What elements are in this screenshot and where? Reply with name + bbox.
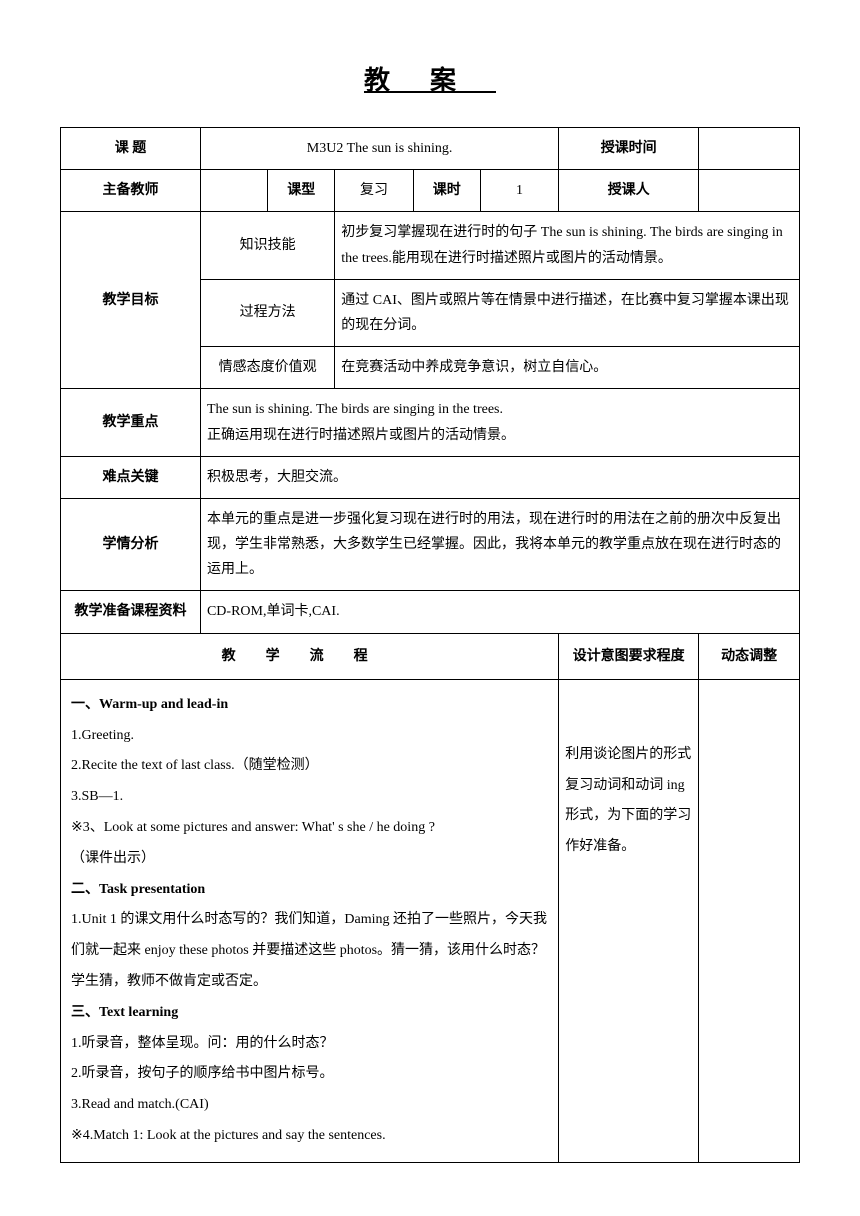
text-line-3: 3.Read and match.(CAI) [71, 1090, 548, 1121]
topic-value: M3U2 The sun is shining. [200, 128, 558, 170]
topic-label: 课 题 [61, 128, 201, 170]
text-title: 三、Text learning [71, 998, 548, 1029]
warmup-line-5: （课件出示） [71, 844, 548, 875]
warmup-line-3: 3.SB—1. [71, 782, 548, 813]
preparation-label: 教学准备课程资料 [61, 591, 201, 633]
analysis-content: 本单元的重点是进一步强化复习现在进行时的用法，现在进行时的用法在之前的册次中反复… [200, 498, 799, 591]
class-type-label: 课型 [268, 170, 335, 212]
page-title: 教案 [60, 60, 800, 97]
instructor-value [699, 170, 800, 212]
warmup-line-1: 1.Greeting. [71, 721, 548, 752]
flow-header-row: 教学流程 设计意图要求程度 动态调整 [61, 633, 800, 679]
design-label: 设计意图要求程度 [559, 633, 699, 679]
key-points-label: 教学重点 [61, 389, 201, 456]
difficulties-row: 难点关键 积极思考，大胆交流。 [61, 456, 800, 498]
teach-time-value [699, 128, 800, 170]
attitude-content: 在竞赛活动中养成竞争意识，树立自信心。 [335, 347, 800, 389]
class-type-value: 复习 [335, 170, 413, 212]
process-label: 过程方法 [200, 279, 334, 346]
task-title: 二、Task presentation [71, 875, 548, 906]
text-line-1: 1.听录音，整体呈现。问：用的什么时态？ [71, 1029, 548, 1060]
flow-content: 一、Warm-up and lead-in 1.Greeting. 2.Reci… [61, 679, 559, 1162]
text-line-2: 2.听录音，按句子的顺序给书中图片标号。 [71, 1059, 548, 1090]
flow-content-row: 一、Warm-up and lead-in 1.Greeting. 2.Reci… [61, 679, 800, 1162]
analysis-row: 学情分析 本单元的重点是进一步强化复习现在进行时的用法，现在进行时的用法在之前的… [61, 498, 800, 591]
period-label: 课时 [413, 170, 480, 212]
lesson-plan-table: 课 题 M3U2 The sun is shining. 授课时间 主备教师 课… [60, 127, 800, 1163]
flow-header: 教学流程 [61, 633, 559, 679]
difficulties-content: 积极思考，大胆交流。 [200, 456, 799, 498]
teach-time-label: 授课时间 [559, 128, 699, 170]
warmup-title: 一、Warm-up and lead-in [71, 690, 548, 721]
difficulties-label: 难点关键 [61, 456, 201, 498]
period-value: 1 [480, 170, 558, 212]
objectives-knowledge-row: 教学目标 知识技能 初步复习掌握现在进行时的句子 The sun is shin… [61, 212, 800, 279]
design-content: 利用谈论图片的形式复习动词和动词 ing 形式，为下面的学习作好准备。 [559, 679, 699, 1162]
preparation-content: CD-ROM,单词卡,CAI. [200, 591, 799, 633]
instructor-label: 授课人 [559, 170, 699, 212]
knowledge-label: 知识技能 [200, 212, 334, 279]
analysis-label: 学情分析 [61, 498, 201, 591]
warmup-line-4: ※3、Look at some pictures and answer: Wha… [71, 813, 548, 844]
knowledge-content: 初步复习掌握现在进行时的句子 The sun is shining. The b… [335, 212, 800, 279]
header-row-1: 课 题 M3U2 The sun is shining. 授课时间 [61, 128, 800, 170]
objectives-label: 教学目标 [61, 212, 201, 389]
key-points-row: 教学重点 The sun is shining. The birds are s… [61, 389, 800, 456]
attitude-label: 情感态度价值观 [200, 347, 334, 389]
warmup-line-2: 2.Recite the text of last class.（随堂检测） [71, 751, 548, 782]
adjust-content [699, 679, 800, 1162]
header-row-2: 主备教师 课型 复习 课时 1 授课人 [61, 170, 800, 212]
task-line-1: 1.Unit 1 的课文用什么时态写的？我们知道，Daming 还拍了一些照片，… [71, 905, 548, 997]
main-teacher-value [200, 170, 267, 212]
process-content: 通过 CAI、图片或照片等在情景中进行描述，在比赛中复习掌握本课出现的现在分词。 [335, 279, 800, 346]
adjust-label: 动态调整 [699, 633, 800, 679]
preparation-row: 教学准备课程资料 CD-ROM,单词卡,CAI. [61, 591, 800, 633]
main-teacher-label: 主备教师 [61, 170, 201, 212]
text-line-4: ※4.Match 1: Look at the pictures and say… [71, 1121, 548, 1152]
key-points-content: The sun is shining. The birds are singin… [200, 389, 799, 456]
